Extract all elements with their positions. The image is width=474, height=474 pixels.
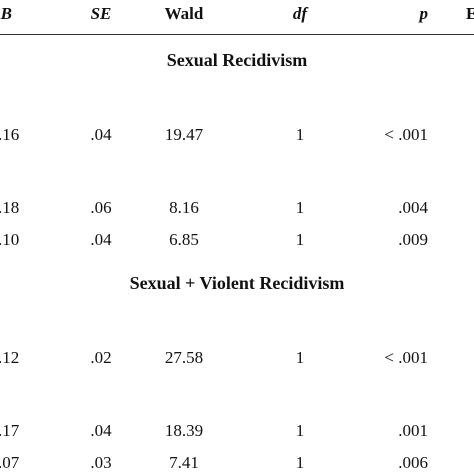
table-cell: .04 — [90, 125, 112, 144]
column-header: B — [0, 4, 12, 23]
table-cell: .04 — [90, 230, 112, 249]
table-cell: < .001 — [384, 348, 428, 367]
table-cell: .07 — [0, 453, 20, 472]
table-cell: 1 — [295, 348, 305, 367]
table-cell: .001 — [398, 421, 428, 440]
section-title: Sexual + Violent Recidivism — [129, 273, 345, 293]
table-cell: 1 — [295, 421, 305, 440]
table-cell: 6.85 — [169, 230, 199, 249]
table-cell: .03 — [90, 453, 112, 472]
table-cell: .18 — [0, 198, 20, 217]
section-title: Sexual Recidivism — [166, 50, 308, 70]
table-cell: 8.16 — [169, 198, 199, 217]
column-header: E — [466, 4, 474, 23]
table-cell: .06 — [90, 198, 112, 217]
table-cell: < .001 — [384, 125, 428, 144]
table-cell: 7.41 — [169, 453, 199, 472]
table-cell: .004 — [398, 198, 428, 217]
table-cell: 1 — [295, 230, 305, 249]
table-cell: .16 — [0, 125, 20, 144]
column-header: p — [419, 4, 429, 23]
table-cell: .04 — [90, 421, 112, 440]
table-cell: 1 — [295, 198, 305, 217]
table-cell: 19.47 — [164, 125, 204, 144]
table-cell: .02 — [90, 348, 112, 367]
table-cell: 1 — [295, 453, 305, 472]
column-header: SE — [90, 4, 112, 23]
table-cell: 1 — [295, 125, 305, 144]
column-header: df — [292, 4, 308, 23]
table-cell: .009 — [398, 230, 428, 249]
table-cell: .12 — [0, 348, 20, 367]
table-cell: 27.58 — [164, 348, 204, 367]
table-cell: .17 — [0, 421, 20, 440]
table-cell: .10 — [0, 230, 20, 249]
table-cell: .006 — [398, 453, 428, 472]
header-rule — [0, 34, 474, 35]
column-header: Wald — [164, 4, 204, 23]
table-cell: 18.39 — [164, 421, 204, 440]
